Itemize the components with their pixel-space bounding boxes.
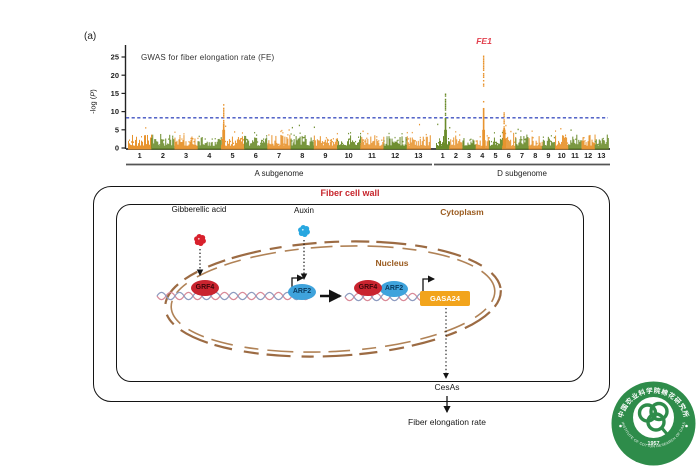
chromosome-points <box>128 127 152 150</box>
svg-text:3: 3 <box>467 151 471 160</box>
chromosome-points <box>568 129 583 150</box>
gwas-peak <box>502 112 506 148</box>
y-axis-label: -log (P) <box>89 62 100 142</box>
gibberellic-acid-label: Gibberellic acid <box>171 205 227 214</box>
svg-text:10: 10 <box>111 107 119 116</box>
promoter-arrow-gasa24 <box>422 275 436 294</box>
svg-text:9: 9 <box>323 151 327 160</box>
arf2-protein-badge: ARF2 <box>380 281 408 297</box>
svg-text:5: 5 <box>115 125 119 134</box>
svg-text:4: 4 <box>207 151 212 160</box>
svg-text:5: 5 <box>494 151 498 160</box>
chromosome-points <box>462 138 477 150</box>
svg-text:13: 13 <box>597 151 605 160</box>
svg-text:10: 10 <box>345 151 353 160</box>
svg-text:11: 11 <box>368 151 376 160</box>
svg-text:1: 1 <box>441 151 445 160</box>
chromosome-points <box>360 130 385 150</box>
svg-text:20: 20 <box>111 71 119 80</box>
fiber-elongation-rate-label: Fiber elongation rate <box>408 417 486 427</box>
nucleus-envelope <box>164 240 502 358</box>
chromosome-points <box>174 131 199 150</box>
grf4-protein-badge: GRF4 <box>191 280 219 296</box>
cesas-label: CesAs <box>434 382 460 392</box>
auxin-label: Auxin <box>293 206 314 215</box>
svg-text:11: 11 <box>571 151 579 160</box>
clover-monogram-icon <box>637 401 669 435</box>
cytoplasm-label: Cytoplasm <box>440 207 484 217</box>
svg-text:2: 2 <box>161 151 165 160</box>
svg-text:6: 6 <box>507 151 511 160</box>
chromosome-points <box>197 135 222 150</box>
y-axis-label-suffix: ) <box>88 89 98 92</box>
chromosome-points <box>313 132 338 150</box>
y-axis-label-prefix: -log ( <box>88 96 98 114</box>
chromosome-points <box>449 131 464 150</box>
gwas-peak <box>222 104 226 148</box>
svg-text:5: 5 <box>231 151 235 160</box>
chromosome-points <box>515 128 530 150</box>
svg-text:7: 7 <box>277 151 281 160</box>
cytoplasm-box <box>116 204 584 382</box>
seal-deco-dot <box>619 424 622 428</box>
seal-year: 1957 <box>648 441 660 447</box>
svg-text:9: 9 <box>546 151 550 160</box>
auxin-icon <box>298 224 310 238</box>
gwas-peak <box>482 55 486 148</box>
subgenome-label: A subgenome <box>255 169 304 178</box>
chromosome-points <box>555 127 570 150</box>
svg-text:12: 12 <box>584 151 592 160</box>
svg-text:15: 15 <box>111 89 119 98</box>
svg-text:8: 8 <box>300 151 304 160</box>
svg-text:7: 7 <box>520 151 524 160</box>
chromosome-points <box>528 130 543 150</box>
svg-text:12: 12 <box>391 151 399 160</box>
chromosome-points <box>581 134 596 150</box>
chromosome-points <box>406 123 431 150</box>
seal-deco-dot <box>685 424 688 428</box>
svg-text:3: 3 <box>184 151 188 160</box>
chromosome-points <box>436 123 451 150</box>
hormone-icons <box>194 224 310 247</box>
arf2-protein-badge: ARF2 <box>288 284 316 300</box>
svg-text:2: 2 <box>454 151 458 160</box>
institute-seal-logo: 中国农业科学院棉花研究所 INSTITUTE OF COTTON RESEARC… <box>611 381 696 466</box>
svg-text:8: 8 <box>533 151 537 160</box>
chromosome-points <box>383 132 408 150</box>
gwas-peak <box>444 93 447 148</box>
y-axis-label-italic-p: P <box>88 91 98 97</box>
gasa24-gene-badge: GASA24 <box>420 291 470 306</box>
fiber-cell-wall-title: Fiber cell wall <box>320 188 380 198</box>
chromosome-points <box>290 124 315 150</box>
chromosome-points <box>337 132 362 150</box>
nucleus-label: Nucleus <box>375 258 409 268</box>
chromosome-points <box>151 133 176 150</box>
svg-text:25: 25 <box>111 53 119 62</box>
chromosome-points <box>594 134 609 150</box>
chromosome-points <box>267 129 292 150</box>
chromosome-points <box>488 131 503 150</box>
svg-text:0: 0 <box>115 144 119 153</box>
svg-text:1: 1 <box>138 151 142 160</box>
svg-text:10: 10 <box>558 151 566 160</box>
fiber-cell-wall-box <box>93 186 610 402</box>
grf4-protein-badge: GRF4 <box>354 280 382 296</box>
panel-label: (a) <box>84 31 97 42</box>
subgenome-label: D subgenome <box>497 169 547 178</box>
chromosome-points <box>244 131 269 150</box>
svg-text:4: 4 <box>480 151 485 160</box>
plot-title: GWAS for fiber elongation rate (FE) <box>141 53 275 62</box>
svg-text:6: 6 <box>254 151 258 160</box>
gibberellic-acid-icon <box>194 233 206 247</box>
svg-text:13: 13 <box>414 151 422 160</box>
chromosome-points <box>220 125 245 150</box>
chromosome-points <box>541 135 556 150</box>
fe1-peak-annotation: FE1 <box>476 36 492 46</box>
